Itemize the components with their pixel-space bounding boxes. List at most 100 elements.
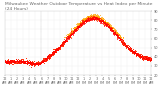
Point — [36, 64, 39, 65]
Point — [138, 54, 141, 56]
Point — [42, 61, 44, 63]
Point — [11, 61, 13, 63]
Point — [55, 50, 58, 51]
Point — [100, 20, 103, 21]
Point — [68, 35, 71, 37]
Point — [80, 20, 83, 21]
Point — [108, 25, 110, 26]
Point — [45, 59, 47, 60]
Point — [112, 34, 114, 35]
Point — [40, 62, 42, 63]
Point — [94, 17, 97, 18]
Point — [66, 35, 68, 37]
Point — [70, 33, 72, 34]
Point — [110, 30, 113, 31]
Point — [31, 62, 33, 64]
Point — [86, 18, 89, 19]
Point — [138, 55, 141, 56]
Point — [25, 61, 27, 62]
Point — [20, 60, 22, 61]
Point — [52, 51, 55, 52]
Point — [16, 61, 19, 63]
Point — [69, 33, 72, 35]
Point — [59, 44, 62, 46]
Point — [143, 55, 146, 57]
Point — [81, 22, 84, 24]
Point — [129, 47, 132, 49]
Point — [4, 61, 7, 63]
Point — [135, 52, 137, 54]
Point — [59, 46, 62, 48]
Point — [19, 60, 22, 62]
Point — [146, 56, 148, 58]
Point — [116, 32, 119, 33]
Point — [91, 18, 94, 19]
Point — [63, 41, 66, 42]
Point — [90, 15, 92, 16]
Point — [140, 58, 143, 59]
Point — [22, 60, 25, 62]
Point — [25, 61, 27, 62]
Point — [148, 58, 150, 59]
Point — [19, 61, 22, 63]
Point — [140, 56, 142, 57]
Point — [46, 54, 49, 56]
Point — [49, 54, 52, 55]
Point — [81, 20, 84, 21]
Point — [52, 55, 54, 56]
Point — [104, 20, 106, 22]
Point — [126, 47, 129, 48]
Point — [40, 62, 42, 63]
Point — [136, 54, 138, 56]
Point — [121, 43, 123, 44]
Point — [90, 19, 93, 20]
Point — [116, 34, 119, 35]
Point — [54, 50, 56, 52]
Point — [67, 36, 69, 38]
Point — [34, 63, 36, 64]
Point — [149, 59, 152, 60]
Point — [63, 41, 66, 42]
Point — [131, 50, 133, 51]
Point — [98, 20, 101, 21]
Point — [75, 27, 77, 29]
Point — [17, 61, 19, 62]
Point — [101, 18, 104, 19]
Point — [42, 61, 45, 62]
Point — [52, 50, 54, 51]
Point — [69, 34, 72, 35]
Point — [108, 27, 111, 28]
Point — [111, 27, 114, 29]
Point — [130, 48, 132, 50]
Point — [113, 32, 116, 33]
Point — [112, 33, 114, 34]
Point — [51, 52, 54, 54]
Point — [82, 23, 85, 24]
Point — [71, 30, 73, 31]
Point — [120, 40, 122, 41]
Point — [41, 61, 43, 62]
Point — [23, 61, 25, 62]
Point — [43, 60, 46, 61]
Point — [46, 57, 49, 58]
Point — [72, 29, 75, 30]
Point — [88, 19, 91, 21]
Point — [84, 22, 86, 24]
Point — [138, 57, 141, 58]
Point — [90, 16, 93, 18]
Point — [70, 33, 73, 34]
Point — [50, 51, 53, 52]
Point — [147, 58, 150, 59]
Point — [98, 19, 100, 21]
Point — [27, 62, 30, 63]
Point — [30, 66, 33, 67]
Point — [9, 61, 11, 63]
Point — [118, 36, 120, 37]
Point — [78, 24, 81, 26]
Point — [24, 60, 27, 61]
Point — [132, 52, 135, 54]
Point — [23, 63, 25, 64]
Point — [100, 17, 103, 18]
Point — [22, 61, 25, 62]
Point — [139, 56, 141, 58]
